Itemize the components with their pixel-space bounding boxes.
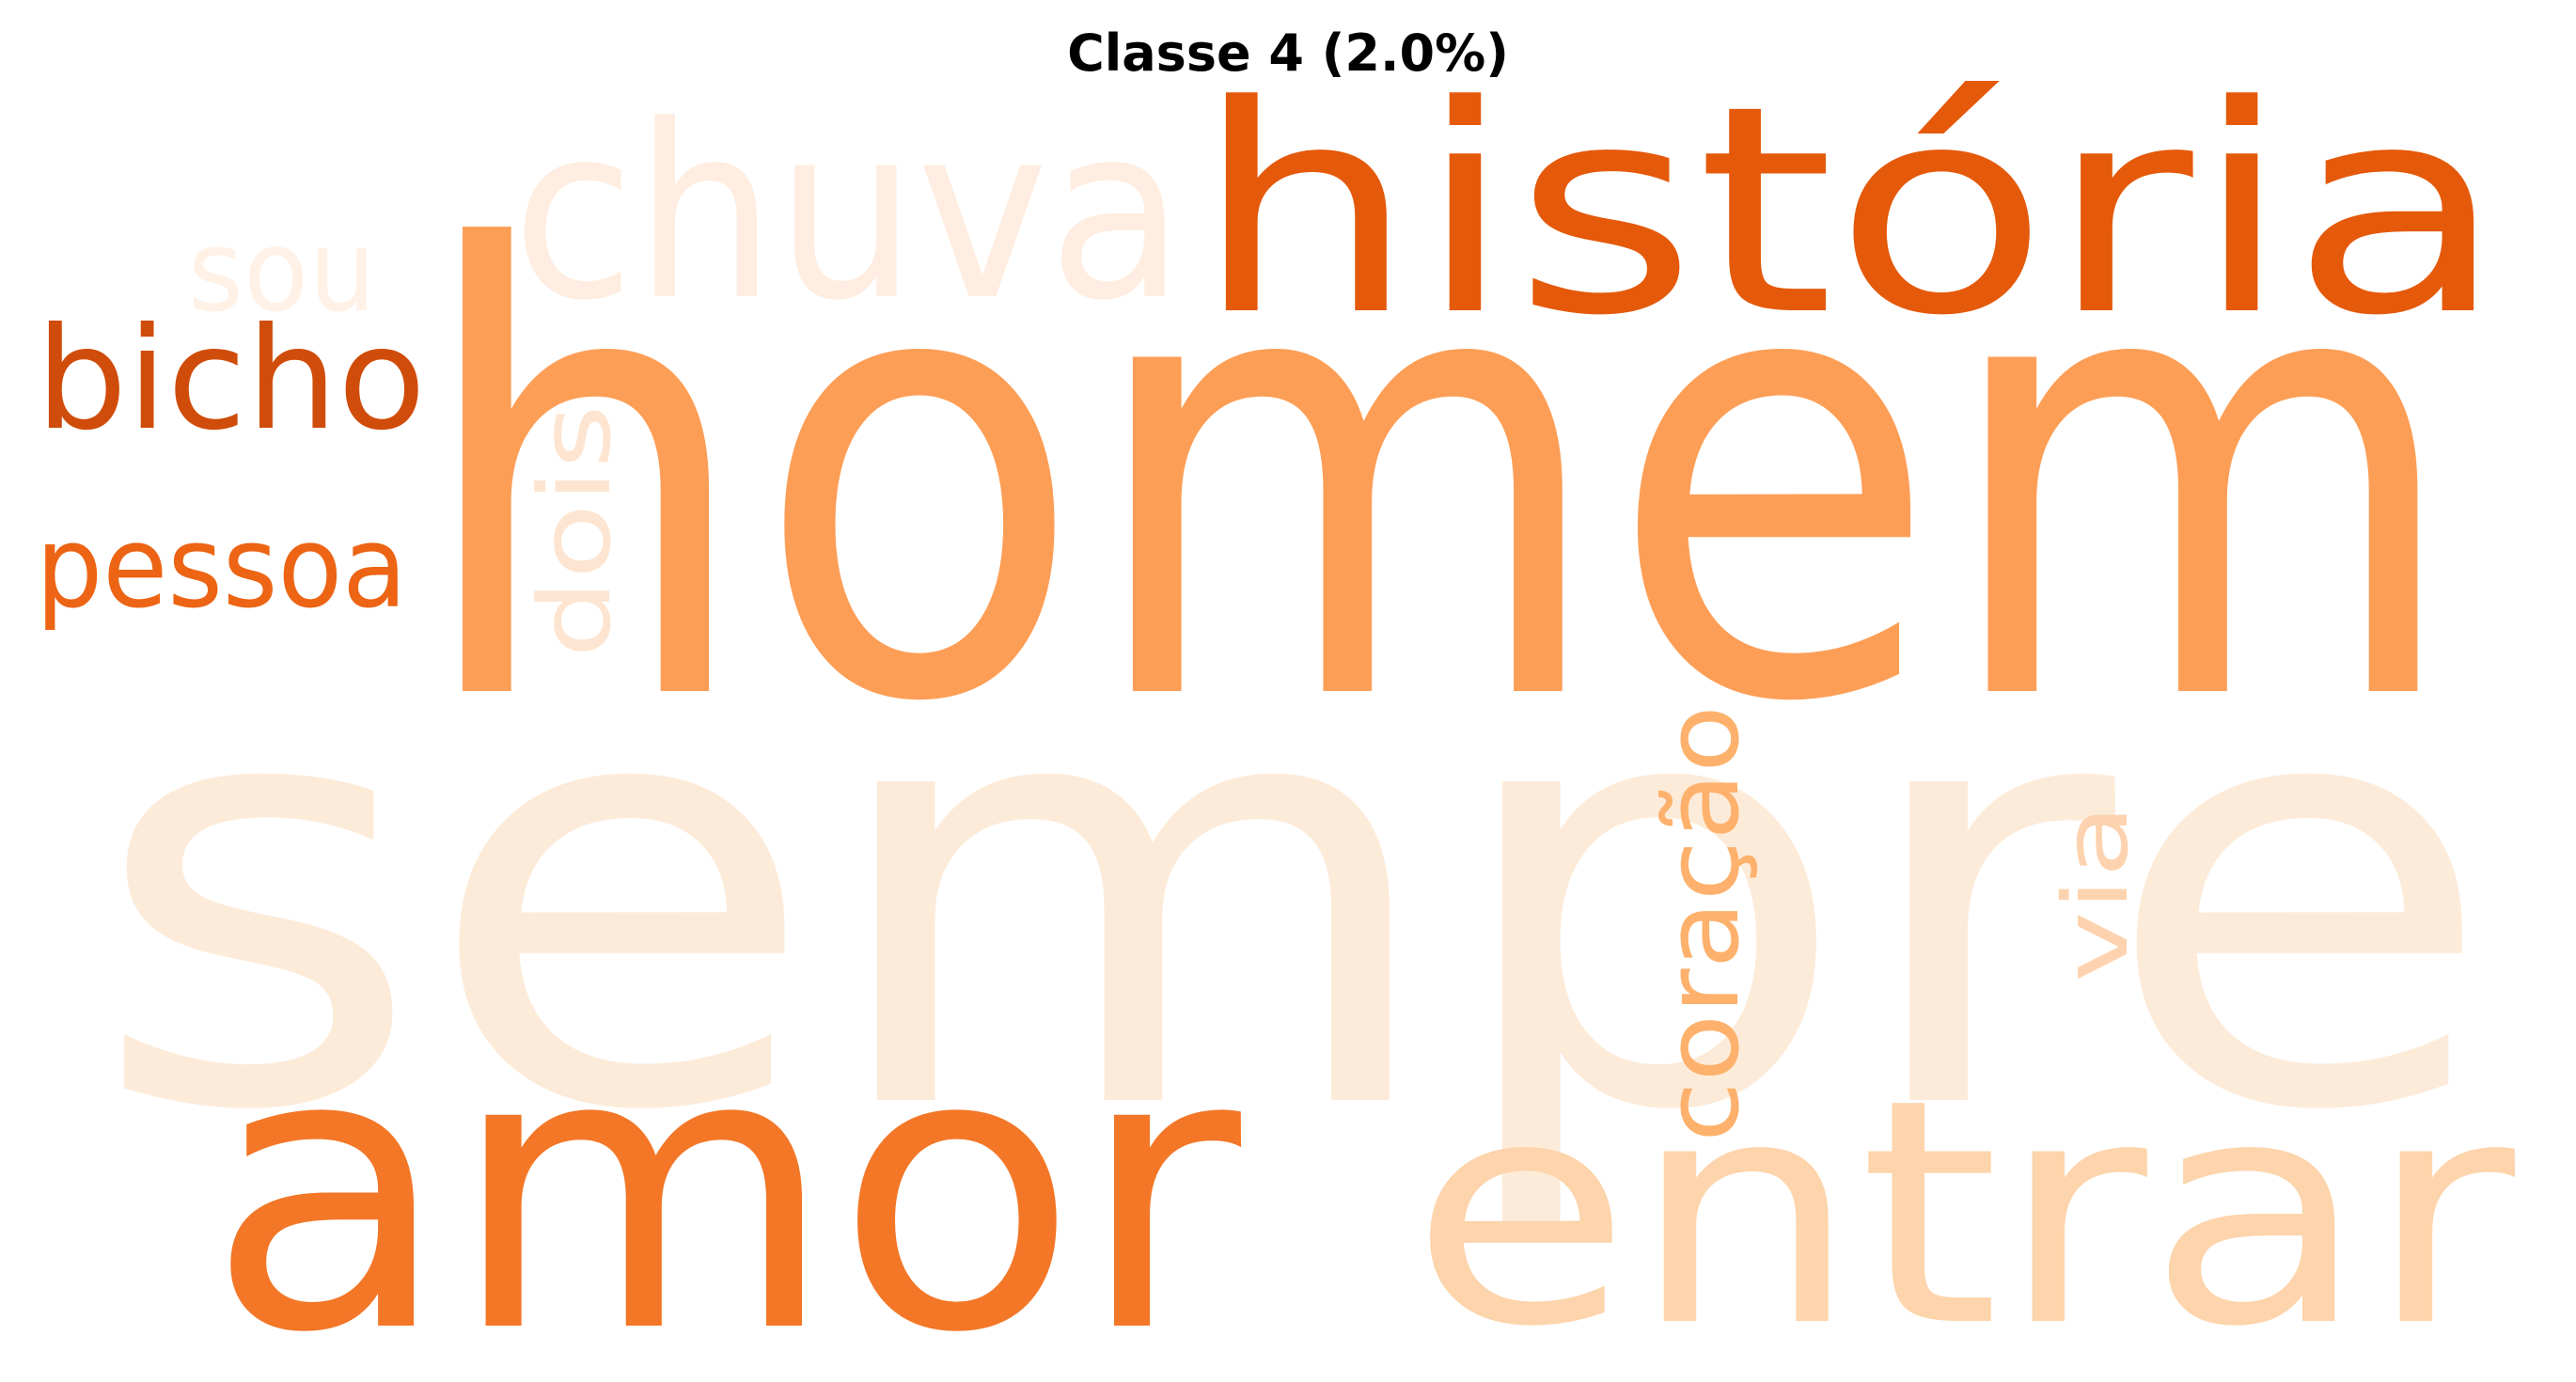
word-sou: sou: [188, 207, 376, 338]
word-amor: amor: [207, 967, 1246, 1382]
word-historia: história: [1194, 44, 2505, 378]
word-pessoa: pessoa: [36, 503, 407, 634]
word-bicho: bicho: [36, 298, 426, 462]
word-dois: dois: [518, 404, 633, 658]
word-chuva: chuva: [512, 74, 1185, 353]
word-coracao: coração: [1644, 705, 1762, 1142]
word-via: via: [2045, 804, 2148, 982]
word-entrar: entrar: [1410, 1033, 2519, 1382]
chart-title: Classe 4 (2.0%): [1067, 24, 1509, 83]
word-homem: homem: [414, 125, 2463, 836]
word-sempre: sempre: [89, 560, 2496, 1238]
